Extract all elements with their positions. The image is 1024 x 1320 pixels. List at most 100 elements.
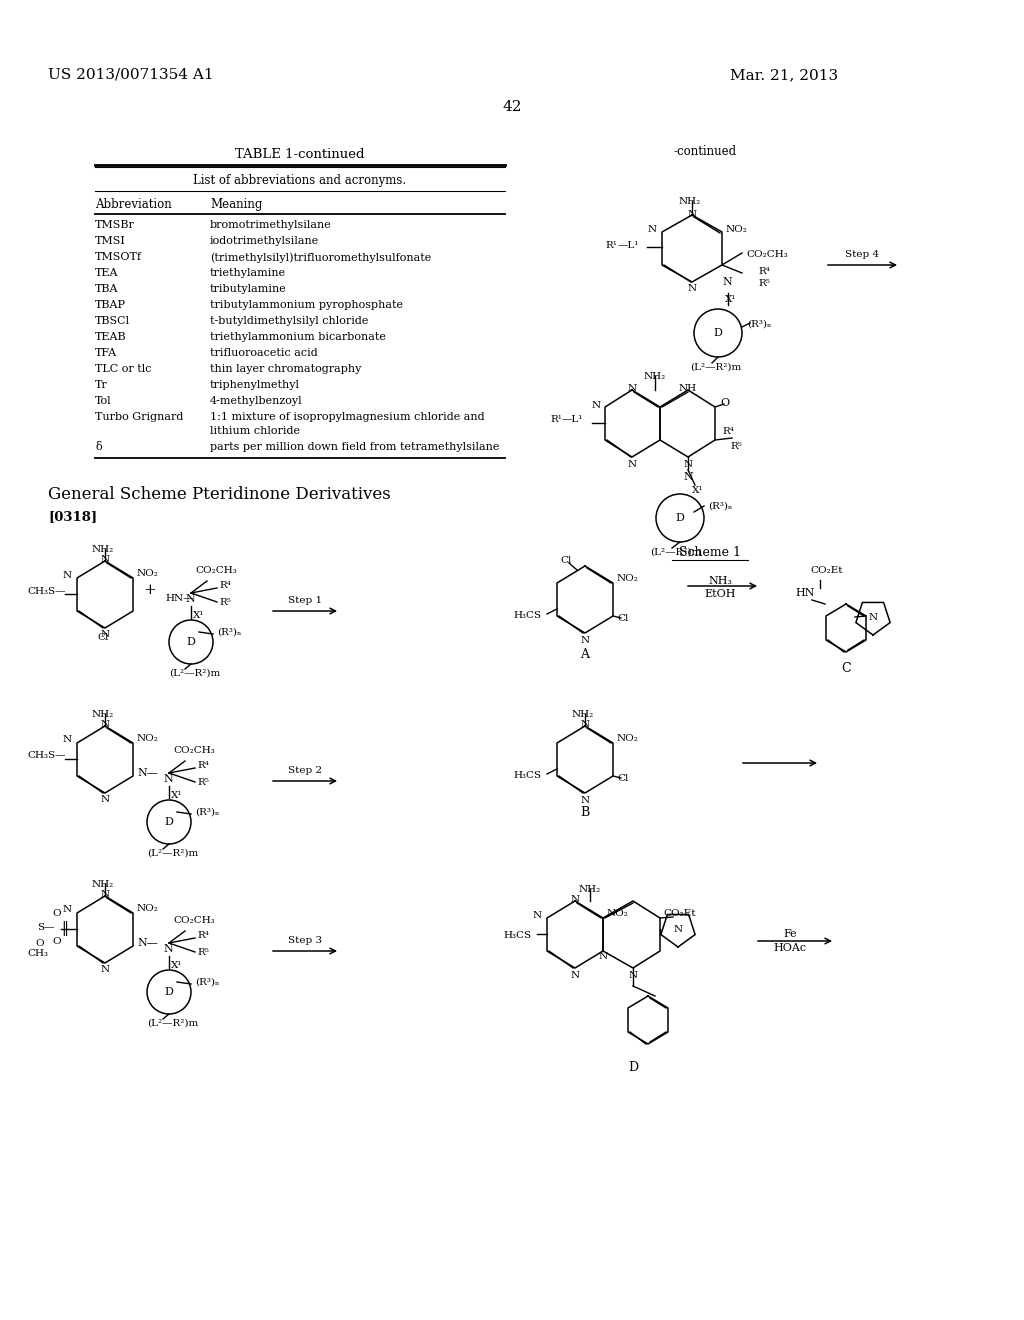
Text: NH₂: NH₂ — [571, 710, 594, 719]
Text: D: D — [165, 987, 173, 997]
Text: Cl: Cl — [97, 634, 109, 642]
Text: Step 2: Step 2 — [288, 766, 323, 775]
Text: +: + — [143, 583, 157, 597]
Text: CO₂CH₃: CO₂CH₃ — [195, 566, 237, 576]
Text: B: B — [581, 807, 590, 818]
Text: N: N — [683, 473, 693, 482]
Text: CH₃S—: CH₃S— — [27, 586, 66, 595]
Text: N: N — [722, 277, 732, 286]
Text: R⁵: R⁵ — [219, 598, 230, 607]
Text: R⁴: R⁴ — [758, 267, 770, 276]
Text: TMSI: TMSI — [95, 236, 126, 246]
Text: Turbo Grignard: Turbo Grignard — [95, 412, 183, 422]
Text: N: N — [185, 594, 195, 605]
Text: D: D — [165, 817, 173, 828]
Text: D: D — [714, 327, 723, 338]
Text: Cl: Cl — [617, 774, 629, 783]
Text: N: N — [628, 384, 637, 393]
Text: N: N — [628, 459, 637, 469]
Text: X¹: X¹ — [692, 486, 703, 495]
Text: TBSCl: TBSCl — [95, 315, 130, 326]
Text: R⁴: R⁴ — [219, 581, 230, 590]
Text: HN: HN — [795, 587, 814, 598]
Text: CO₂Et: CO₂Et — [663, 909, 695, 917]
Text: N: N — [868, 612, 878, 622]
Text: A: A — [581, 648, 590, 661]
Text: TBA: TBA — [95, 284, 119, 294]
Text: O: O — [36, 940, 44, 949]
Text: (R³)ₙ: (R³)ₙ — [217, 628, 242, 638]
Text: List of abbreviations and acronyms.: List of abbreviations and acronyms. — [194, 174, 407, 187]
Text: (R³)ₙ: (R³)ₙ — [746, 319, 771, 329]
Text: CO₂CH₃: CO₂CH₃ — [173, 916, 215, 925]
Text: H₃CS: H₃CS — [513, 611, 541, 620]
Text: NO₂: NO₂ — [137, 734, 159, 743]
Text: NH₃: NH₃ — [708, 576, 732, 586]
Text: General Scheme Pteridinone Derivatives: General Scheme Pteridinone Derivatives — [48, 486, 391, 503]
Text: EtOH: EtOH — [705, 589, 736, 599]
Text: N: N — [674, 924, 683, 933]
Text: H₃CS: H₃CS — [513, 771, 541, 780]
Text: N: N — [100, 719, 110, 729]
Text: CO₂CH₃: CO₂CH₃ — [173, 746, 215, 755]
Text: —L¹: —L¹ — [562, 416, 584, 425]
Text: N: N — [570, 972, 580, 979]
Text: NO₂: NO₂ — [137, 904, 159, 913]
Text: (L²—R²)m: (L²—R²)m — [650, 548, 701, 557]
Text: R⁴: R⁴ — [197, 762, 209, 770]
Text: C: C — [841, 663, 851, 675]
Text: N: N — [163, 774, 173, 784]
Text: NH₂: NH₂ — [679, 197, 701, 206]
Text: 1:1 mixture of isopropylmagnesium chloride and: 1:1 mixture of isopropylmagnesium chlori… — [210, 412, 484, 422]
Text: N: N — [598, 952, 607, 961]
Text: R⁴: R⁴ — [197, 931, 209, 940]
Text: O: O — [52, 909, 61, 919]
Text: thin layer chromatography: thin layer chromatography — [210, 364, 361, 374]
Text: N: N — [100, 554, 110, 564]
Text: N: N — [62, 735, 72, 744]
Text: N: N — [62, 570, 72, 579]
Text: US 2013/0071354 A1: US 2013/0071354 A1 — [48, 69, 214, 82]
Text: NH₂: NH₂ — [92, 880, 114, 888]
Text: NO₂: NO₂ — [617, 734, 639, 743]
Text: N: N — [581, 636, 590, 645]
Text: (R³)ₙ: (R³)ₙ — [195, 808, 219, 817]
Text: —L¹: —L¹ — [618, 240, 639, 249]
Text: (L²—R²)m: (L²—R²)m — [169, 669, 220, 678]
Text: TBAP: TBAP — [95, 300, 126, 310]
Text: triethylamine: triethylamine — [210, 268, 286, 279]
Text: Abbreviation: Abbreviation — [95, 198, 172, 211]
Text: HN—: HN— — [165, 594, 194, 603]
Text: (L²—R²)m: (L²—R²)m — [147, 849, 199, 858]
Text: CO₂Et: CO₂Et — [810, 566, 843, 576]
Text: -continued: -continued — [674, 145, 736, 158]
Text: N: N — [687, 210, 696, 219]
Text: (R³)ₙ: (R³)ₙ — [195, 978, 219, 987]
Text: N: N — [592, 400, 600, 409]
Text: CH₃S—: CH₃S— — [27, 751, 66, 760]
Text: (L²—R²)m: (L²—R²)m — [147, 1019, 199, 1028]
Text: (L²—R²)m: (L²—R²)m — [690, 363, 741, 372]
Text: triphenylmethyl: triphenylmethyl — [210, 380, 300, 389]
Text: (trimethylsilyl)trifluoromethylsulfonate: (trimethylsilyl)trifluoromethylsulfonate — [210, 252, 431, 263]
Text: triethylammonium bicarbonate: triethylammonium bicarbonate — [210, 333, 386, 342]
Text: N: N — [532, 911, 542, 920]
Text: NH₂: NH₂ — [92, 545, 114, 554]
Text: ‖: ‖ — [61, 920, 69, 936]
Text: D: D — [628, 1061, 638, 1074]
Text: bromotrimethylsilane: bromotrimethylsilane — [210, 220, 332, 230]
Text: R⁵: R⁵ — [758, 279, 770, 288]
Text: N: N — [581, 796, 590, 805]
Text: N: N — [581, 719, 590, 729]
Text: TABLE 1-continued: TABLE 1-continued — [236, 148, 365, 161]
Text: NH: NH — [679, 384, 697, 393]
Text: O: O — [52, 937, 61, 946]
Text: D: D — [186, 638, 196, 647]
Text: R⁵: R⁵ — [197, 948, 209, 957]
Text: NH₂: NH₂ — [644, 372, 667, 381]
Text: Scheme 1: Scheme 1 — [679, 546, 741, 558]
Text: TMSOTf: TMSOTf — [95, 252, 142, 261]
Text: Step 1: Step 1 — [288, 597, 323, 605]
Text: N: N — [629, 972, 638, 979]
Text: δ: δ — [95, 442, 101, 451]
